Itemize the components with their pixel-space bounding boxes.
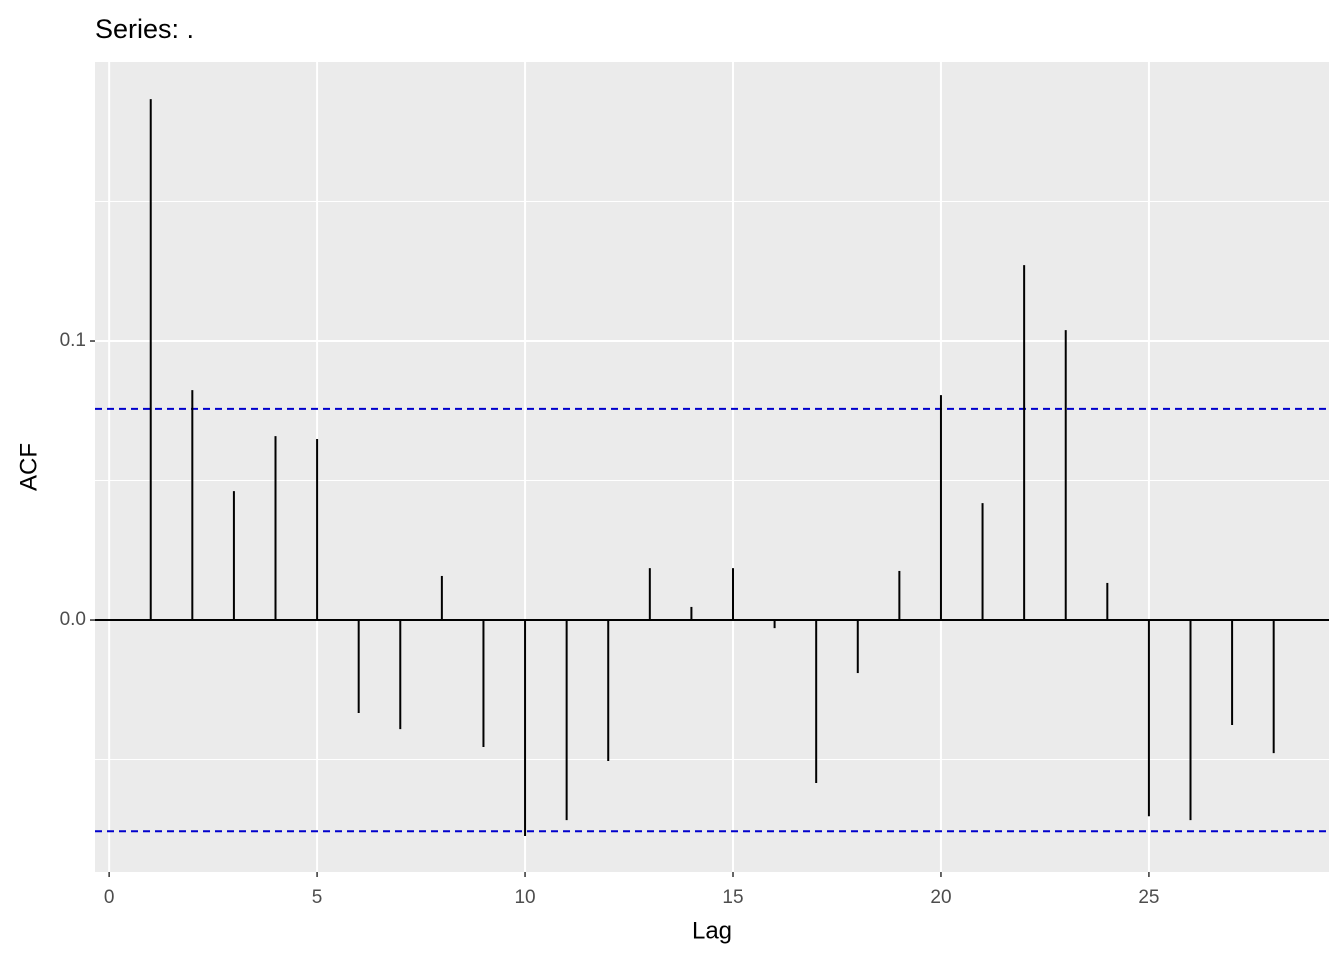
y-axis-label: ACF	[15, 443, 42, 491]
y-tick-label: 0.0	[60, 609, 86, 630]
x-axis-label: Lag	[692, 917, 732, 944]
x-tick-label: 20	[930, 887, 951, 908]
chart-title: Series: .	[95, 14, 194, 44]
x-tick-label: 5	[312, 887, 323, 908]
x-tick-label: 25	[1138, 887, 1159, 908]
y-tick-label: 0.1	[60, 330, 86, 351]
x-tick-label: 10	[514, 887, 535, 908]
panel	[95, 62, 1329, 872]
x-tick-label: 0	[104, 887, 115, 908]
x-tick-label: 15	[722, 887, 743, 908]
